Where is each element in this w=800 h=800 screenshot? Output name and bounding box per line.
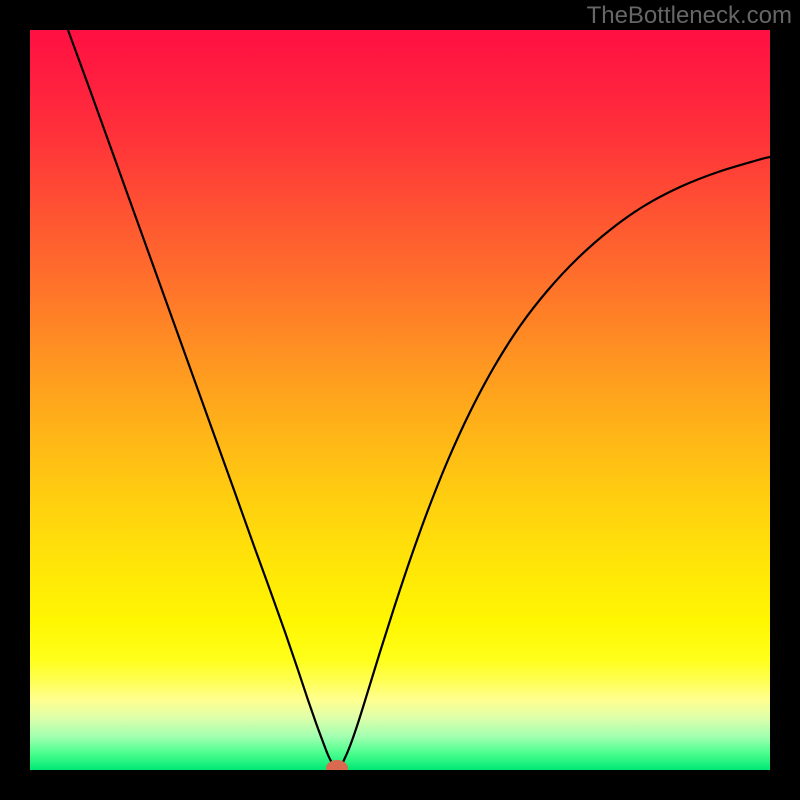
- watermark-text: TheBottleneck.com: [587, 2, 792, 30]
- bottleneck-chart: [0, 0, 800, 800]
- plot-area: [30, 30, 770, 770]
- chart-container: { "watermark": { "text": "TheBottleneck.…: [0, 0, 800, 800]
